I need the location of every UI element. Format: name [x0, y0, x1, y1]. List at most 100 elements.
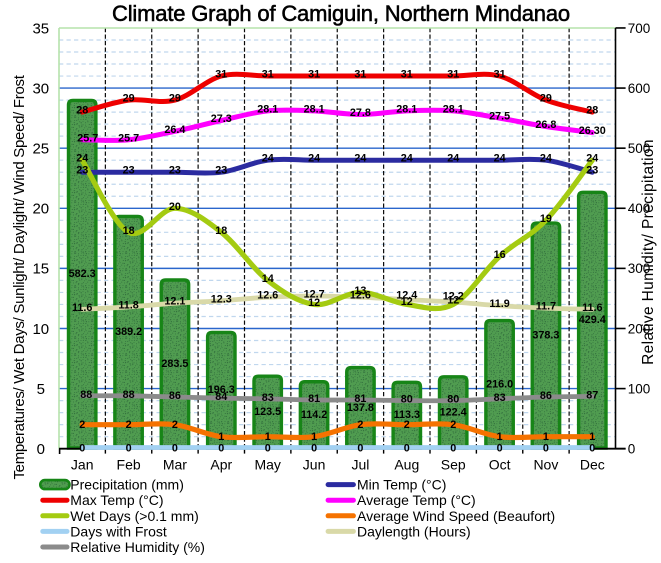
svg-text:123.5: 123.5 — [254, 406, 281, 418]
svg-text:137.8: 137.8 — [347, 402, 374, 414]
svg-text:216.0: 216.0 — [486, 378, 513, 390]
svg-text:28: 28 — [76, 105, 88, 117]
svg-text:23: 23 — [169, 165, 181, 177]
svg-text:24: 24 — [494, 153, 506, 165]
svg-text:300: 300 — [628, 261, 651, 276]
svg-text:Jul: Jul — [351, 457, 369, 473]
svg-text:13: 13 — [354, 285, 366, 297]
svg-text:24: 24 — [262, 153, 274, 165]
svg-text:1: 1 — [311, 431, 317, 443]
svg-text:25.7: 25.7 — [77, 132, 98, 144]
svg-text:2: 2 — [357, 419, 363, 431]
svg-text:0: 0 — [218, 443, 224, 455]
svg-text:389.2: 389.2 — [115, 326, 142, 338]
svg-text:31: 31 — [262, 69, 274, 81]
svg-text:27.8: 27.8 — [350, 107, 371, 119]
svg-text:84: 84 — [215, 391, 227, 403]
svg-text:12.6: 12.6 — [257, 290, 278, 302]
svg-text:26.4: 26.4 — [164, 124, 185, 136]
svg-text:11.8: 11.8 — [118, 299, 138, 311]
svg-text:86: 86 — [169, 390, 181, 402]
svg-text:378.3: 378.3 — [532, 330, 559, 342]
svg-text:31: 31 — [401, 69, 413, 81]
svg-text:Oct: Oct — [489, 457, 511, 473]
svg-text:0: 0 — [37, 441, 45, 458]
svg-text:Max Temp (°C): Max Temp (°C) — [70, 492, 163, 508]
svg-text:23: 23 — [586, 165, 598, 177]
svg-text:28.1: 28.1 — [304, 103, 325, 115]
svg-text:28.1: 28.1 — [396, 103, 417, 115]
svg-text:26.8: 26.8 — [535, 119, 556, 131]
svg-text:29: 29 — [123, 93, 135, 105]
svg-text:429.4: 429.4 — [579, 314, 606, 326]
svg-text:11.6: 11.6 — [582, 302, 602, 314]
svg-text:Precipitation (mm): Precipitation (mm) — [70, 477, 184, 493]
svg-text:29: 29 — [169, 93, 181, 105]
svg-text:200: 200 — [628, 321, 651, 336]
svg-text:35: 35 — [32, 20, 49, 37]
svg-text:20: 20 — [169, 201, 181, 213]
svg-text:31: 31 — [494, 69, 506, 81]
svg-text:Mar: Mar — [163, 457, 187, 473]
svg-text:2: 2 — [79, 419, 85, 431]
svg-text:2: 2 — [126, 419, 132, 431]
svg-text:2: 2 — [404, 419, 410, 431]
svg-text:Sep: Sep — [441, 457, 466, 473]
svg-text:26.30: 26.30 — [579, 125, 606, 137]
svg-text:1: 1 — [218, 431, 224, 443]
svg-text:1: 1 — [543, 431, 549, 443]
svg-text:10: 10 — [32, 321, 49, 338]
svg-text:Days with Frost: Days with Frost — [70, 523, 167, 539]
svg-text:12.3: 12.3 — [211, 293, 232, 305]
svg-text:Relative Humidity (%): Relative Humidity (%) — [70, 539, 205, 555]
svg-text:Average Wind Speed (Beaufort): Average Wind Speed (Beaufort) — [357, 508, 555, 524]
svg-text:Feb: Feb — [117, 457, 141, 473]
svg-text:12.6: 12.6 — [350, 290, 371, 302]
svg-text:24: 24 — [586, 153, 598, 165]
svg-text:12.1: 12.1 — [164, 296, 185, 308]
svg-text:31: 31 — [447, 69, 459, 81]
svg-text:11.7: 11.7 — [536, 301, 556, 313]
svg-text:12.7: 12.7 — [304, 289, 325, 301]
svg-text:12.2: 12.2 — [443, 291, 464, 303]
svg-text:86: 86 — [540, 390, 552, 402]
svg-text:23: 23 — [123, 165, 135, 177]
svg-text:12: 12 — [447, 294, 459, 306]
svg-text:500: 500 — [628, 141, 651, 156]
svg-text:May: May — [254, 457, 280, 473]
svg-text:0: 0 — [126, 443, 132, 455]
svg-text:25: 25 — [32, 141, 49, 158]
svg-text:88: 88 — [123, 389, 135, 401]
svg-text:11.6: 11.6 — [72, 302, 92, 314]
svg-text:28: 28 — [586, 105, 598, 117]
svg-text:Dec: Dec — [580, 457, 605, 473]
svg-text:Apr: Apr — [210, 457, 232, 473]
svg-text:83: 83 — [494, 392, 506, 404]
svg-text:Climate Graph of Camiguin, Nor: Climate Graph of Camiguin, Northern Mind… — [112, 1, 570, 26]
svg-text:23: 23 — [215, 165, 227, 177]
svg-text:80: 80 — [447, 394, 459, 406]
svg-text:24: 24 — [308, 153, 320, 165]
svg-text:1: 1 — [589, 431, 595, 443]
svg-text:23: 23 — [76, 165, 88, 177]
svg-text:Jun: Jun — [303, 457, 326, 473]
svg-text:0: 0 — [450, 443, 456, 455]
svg-text:0: 0 — [543, 443, 549, 455]
svg-text:600: 600 — [628, 81, 651, 96]
svg-text:0: 0 — [589, 443, 595, 455]
svg-text:Relative Humidity/ Precipitati: Relative Humidity/ Precipitation — [640, 139, 657, 365]
svg-text:0: 0 — [311, 443, 317, 455]
svg-text:81: 81 — [308, 393, 320, 405]
svg-text:12: 12 — [308, 297, 320, 309]
svg-text:29: 29 — [540, 93, 552, 105]
svg-text:100: 100 — [628, 381, 651, 396]
svg-text:24: 24 — [76, 153, 88, 165]
svg-text:1: 1 — [265, 431, 271, 443]
svg-text:20: 20 — [32, 201, 49, 218]
svg-text:14: 14 — [262, 273, 274, 285]
svg-text:700: 700 — [628, 21, 651, 36]
svg-text:31: 31 — [308, 69, 320, 81]
svg-text:Nov: Nov — [533, 457, 558, 473]
svg-text:0: 0 — [79, 443, 85, 455]
svg-text:5: 5 — [37, 381, 45, 398]
